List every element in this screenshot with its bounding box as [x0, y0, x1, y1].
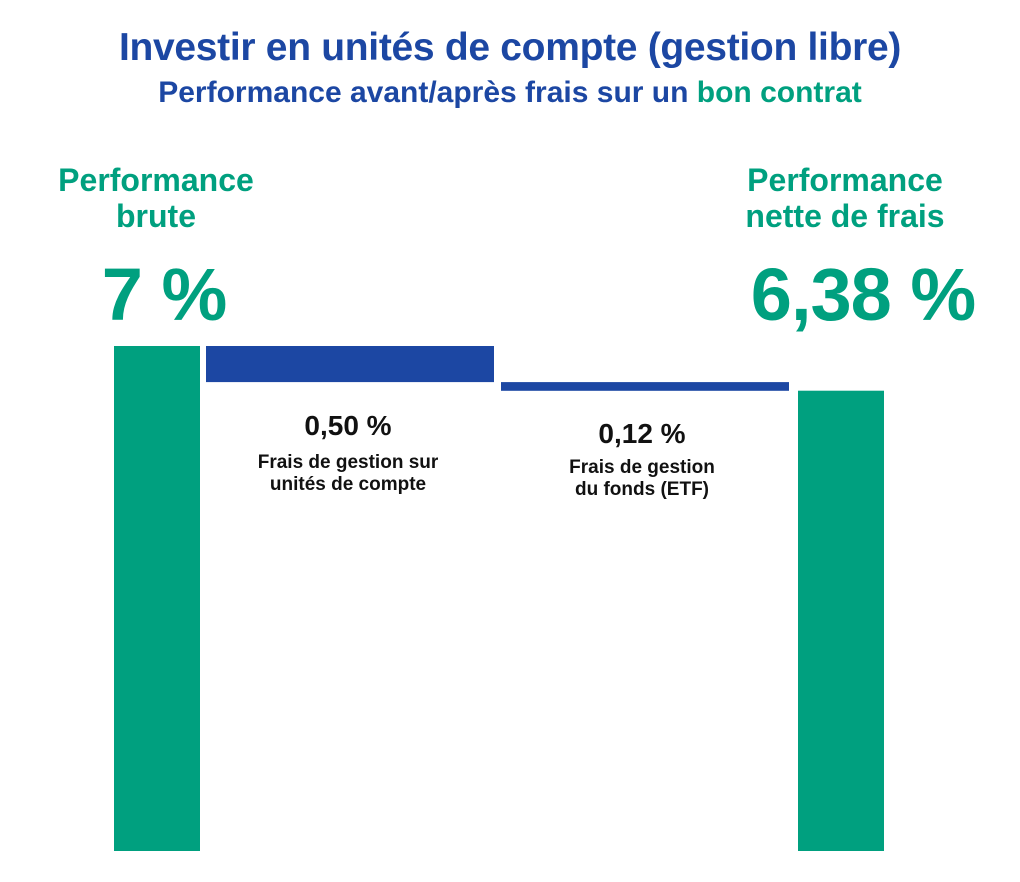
total-bar-3 — [798, 390, 884, 851]
fee-2-description: Frais de gestion du fonds (ETF) — [502, 457, 782, 501]
gross-label-line2: brute — [116, 198, 196, 234]
subtitle-main: Performance avant/après frais sur un — [158, 76, 697, 109]
fee-bar-2 — [501, 382, 789, 391]
subtitle-accent: bon contrat — [696, 76, 862, 109]
gross-performance-label: Performance brute — [20, 162, 292, 234]
fee-2-desc-line2: du fonds (ETF) — [574, 479, 710, 500]
chart-subtitle: Performance avant/après frais sur un bon… — [0, 76, 1020, 110]
net-label-line1: Performance — [747, 162, 943, 198]
fee-bar-1 — [206, 346, 494, 383]
fee-1-value: 0,50 % — [304, 410, 392, 441]
net-label-line2: nette de frais — [745, 198, 945, 234]
fee-1-description: Frais de gestion sur unités de compte — [208, 452, 488, 496]
gross-label-line1: Performance — [58, 162, 254, 198]
net-performance-value: 6,38 % — [750, 253, 976, 336]
net-performance-label: Performance nette de frais — [700, 162, 990, 234]
gross-performance-value: 7 % — [101, 253, 228, 336]
fee-2-desc-line1: Frais de gestion — [569, 457, 715, 478]
fee-2-value: 0,12 % — [598, 418, 686, 449]
total-bar-0 — [114, 346, 200, 851]
chart-title: Investir en unités de compte (gestion li… — [118, 26, 902, 69]
fee-1-desc-line1: Frais de gestion sur — [257, 452, 439, 473]
fee-1-desc-line2: unités de compte — [269, 474, 427, 495]
